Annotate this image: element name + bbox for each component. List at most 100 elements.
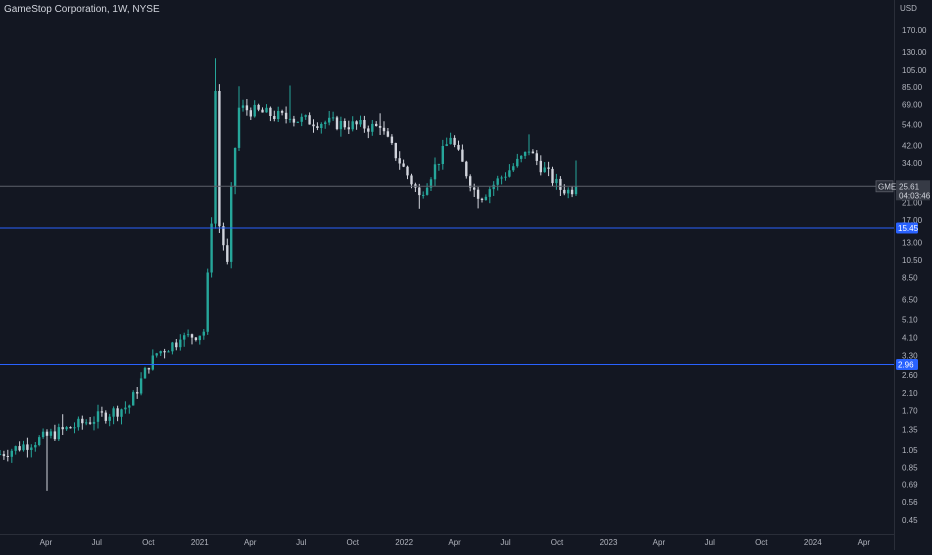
candle [547, 161, 550, 177]
candle-body [77, 418, 80, 428]
candle-body [159, 351, 162, 354]
candle-body [175, 342, 178, 348]
candle [69, 426, 72, 429]
candle-body [449, 137, 452, 145]
candle-body [355, 121, 358, 125]
candle-body [402, 163, 405, 167]
candle [34, 442, 37, 452]
candle [567, 187, 570, 199]
candle [488, 186, 491, 204]
candle [77, 416, 80, 431]
candle [0, 450, 2, 456]
candle [280, 109, 284, 116]
candle [328, 111, 331, 126]
candle [390, 134, 394, 145]
candle [320, 122, 323, 134]
candle [261, 107, 264, 113]
candle [190, 333, 194, 345]
price-tick-label: 1.05 [902, 446, 918, 455]
candle-body [34, 445, 37, 448]
candle [504, 172, 507, 181]
candle-body [312, 124, 315, 127]
candle-body [81, 418, 84, 424]
candle [124, 401, 127, 414]
candle-body [277, 111, 280, 119]
candle [492, 181, 495, 196]
candle-body [88, 422, 92, 424]
candle-body [375, 123, 378, 126]
price-tick-label: 21.00 [902, 199, 923, 208]
candle-body [476, 189, 480, 199]
candle-body [343, 121, 346, 128]
candle-body [473, 187, 476, 190]
candle-body [410, 175, 413, 185]
candle-body [339, 121, 343, 130]
candle [202, 329, 205, 340]
candle-body [183, 335, 186, 340]
price-axis-unit: USD [900, 4, 917, 13]
candle-body [563, 189, 566, 194]
candle-body [104, 412, 107, 421]
candle [551, 166, 554, 186]
candle-body [57, 427, 60, 440]
candle-body [100, 411, 104, 413]
candle [445, 137, 448, 147]
candle [30, 444, 33, 458]
candle [543, 162, 546, 173]
candle-body [523, 151, 527, 156]
time-tick-label: Oct [551, 538, 564, 547]
candle [496, 175, 499, 191]
candle [65, 426, 68, 431]
candle-body [38, 437, 41, 445]
time-tick-label: 2022 [395, 538, 413, 547]
price-tick-label: 2.60 [902, 371, 918, 380]
candle [116, 405, 119, 422]
price-tick-label: 69.00 [902, 101, 923, 110]
candle [406, 165, 409, 180]
candle-body [132, 392, 135, 406]
candle [171, 341, 174, 355]
candle [41, 428, 45, 439]
candle-body [551, 168, 554, 184]
candle-body [527, 151, 531, 153]
candle [343, 118, 346, 130]
price-tick-label: 5.10 [902, 316, 918, 325]
candle [10, 448, 13, 463]
price-tick-label: 170.00 [902, 26, 927, 35]
candle-body [222, 226, 225, 246]
candle-body [469, 176, 472, 188]
candle-body [296, 121, 299, 123]
price-axis: USD 170.00 130.00 105.00 85.00 69.00 54.00 42.0… [900, 4, 927, 525]
candle [265, 104, 268, 113]
candle [18, 441, 21, 452]
candle [45, 429, 49, 491]
time-tick-label: Jul [296, 538, 306, 547]
time-tick-label: Oct [142, 538, 155, 547]
candle [163, 348, 166, 359]
candle [531, 149, 535, 154]
candle-body [198, 335, 201, 341]
candle [120, 408, 123, 425]
candle-body [390, 136, 394, 143]
candle-body [504, 176, 507, 178]
candle-body [457, 144, 460, 150]
price-tick-label: 13.00 [902, 238, 923, 247]
candle [233, 147, 237, 195]
candle [351, 116, 354, 132]
candle-body [61, 427, 64, 430]
candle [136, 387, 139, 399]
candle-body [465, 161, 468, 177]
candle-body [85, 422, 88, 424]
candle-body [406, 166, 409, 176]
candle-body [265, 107, 268, 113]
candle-body [363, 120, 366, 129]
candle [85, 419, 88, 426]
chart-title: GameStop Corporation, 1W, NYSE [4, 4, 160, 15]
price-tick-label: 54.00 [902, 121, 923, 130]
candle-body [422, 194, 425, 196]
candle [96, 404, 100, 429]
candle-body [570, 189, 574, 195]
